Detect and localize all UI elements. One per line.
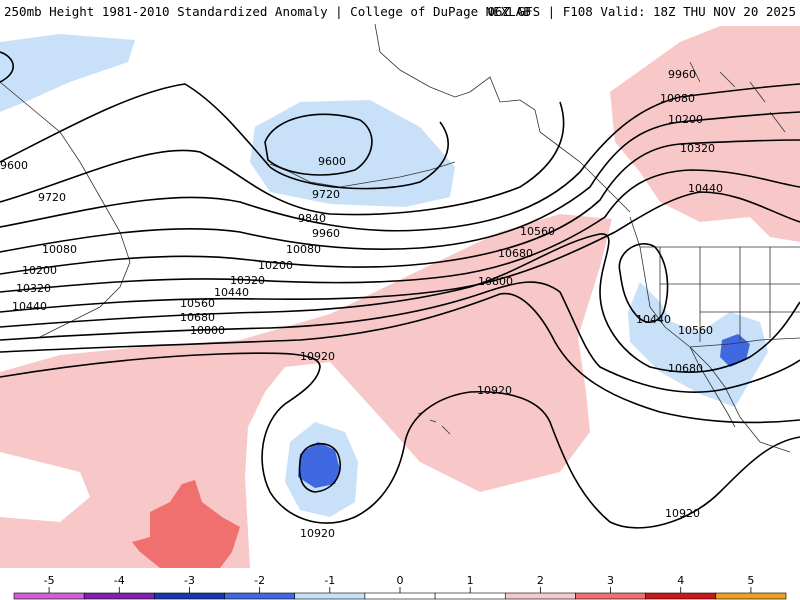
anomaly-shading <box>0 26 800 568</box>
legend-swatch <box>504 592 576 600</box>
legend-swatch <box>645 592 717 600</box>
contour-label: 10920 <box>300 527 335 540</box>
contour-label: 10920 <box>477 384 512 397</box>
map-title: 250mb Height 1981-2010 Standardized Anom… <box>4 4 531 19</box>
coastlines-and-borders <box>0 23 800 453</box>
siberia-coastline <box>0 81 131 338</box>
us-mexico-border <box>689 337 800 348</box>
contour-label: 10200 <box>22 264 57 277</box>
legend-tick-label: 4 <box>677 574 684 587</box>
legend-color-bar <box>13 592 787 600</box>
contour-10680 <box>0 281 800 393</box>
contour-9840 <box>0 101 565 216</box>
run-info: 06Z GFS | F108 Valid: 18Z THU NOV 20 202… <box>487 4 796 19</box>
legend-tick-label: 2 <box>537 574 544 587</box>
contour-label: 10920 <box>665 507 700 520</box>
legend-tick-label: 0 <box>397 574 404 587</box>
positive-anomaly-nw-america <box>610 26 800 242</box>
contour-label: 10800 <box>478 275 513 288</box>
contour-label: 10080 <box>42 243 77 256</box>
legend-tick-label: 5 <box>747 574 754 587</box>
contour-label: 9960 <box>668 68 696 81</box>
legend-tick-label: -1 <box>324 574 335 587</box>
contour-label: 10560 <box>678 324 713 337</box>
baja-peninsula <box>689 346 736 428</box>
legend-swatch <box>83 592 155 600</box>
contour-9600-center <box>264 113 373 176</box>
legend-tick-label: 1 <box>467 574 474 587</box>
contour-10080 <box>0 111 800 253</box>
contour-label: 9600 <box>318 155 346 168</box>
legend-tick-label: -5 <box>44 574 55 587</box>
contour-9960 <box>0 83 800 232</box>
contour-label: 9600 <box>0 159 28 172</box>
legend-swatch <box>224 592 296 600</box>
contour-labels: 9960 10080 10200 10320 10440 9600 9720 1… <box>0 68 723 540</box>
positive-anomaly-hawaii-gap <box>0 452 90 522</box>
aleutian-chain <box>269 161 456 188</box>
contour-10320 <box>0 169 800 293</box>
contour-label: 10320 <box>230 274 265 287</box>
negative-anomaly-aleutian-low <box>250 100 455 207</box>
contour-10920-inner-low <box>298 442 341 493</box>
state-lines <box>659 247 800 342</box>
canada-arctic-islands <box>689 61 786 133</box>
contour-label: 10560 <box>180 297 215 310</box>
legend-tick-label: -3 <box>184 574 195 587</box>
legend-tick-label: -4 <box>114 574 125 587</box>
contour-10560 <box>0 233 800 373</box>
contour-label: 10680 <box>180 311 215 324</box>
title-bar: 250mb Height 1981-2010 Standardized Anom… <box>0 0 800 22</box>
height-contours <box>0 51 800 529</box>
contour-label: 10080 <box>660 92 695 105</box>
alaska-coastline <box>374 23 631 213</box>
contour-label: 9720 <box>38 191 66 204</box>
contour-label: 9720 <box>312 188 340 201</box>
strong-negative-central-low <box>298 442 340 488</box>
color-scale-legend: -5 -4 -3 -2 -1 0 1 2 3 4 5 <box>13 574 787 600</box>
legend-swatch <box>434 592 506 600</box>
legend-swatch <box>13 592 85 600</box>
contour-label: 10320 <box>16 282 51 295</box>
positive-mod-anomaly-south <box>132 480 240 568</box>
negative-anomaly-nw-corner <box>0 34 135 112</box>
anomaly-map: 9960 10080 10200 10320 10440 9600 9720 1… <box>0 22 800 568</box>
contour-10800 <box>0 292 800 424</box>
contour-label: 10800 <box>190 324 225 337</box>
contour-10200 <box>0 139 800 275</box>
contour-9720 <box>0 83 449 190</box>
legend-swatch <box>294 592 366 600</box>
contour-label: 10440 <box>12 300 47 313</box>
legend-swatch <box>575 592 646 600</box>
positive-anomaly-pacific <box>0 214 612 568</box>
contour-10440-sw-loop <box>618 243 669 323</box>
contour-10920-north <box>0 352 800 529</box>
legend-swatch <box>715 592 787 600</box>
legend-swatch <box>364 592 436 600</box>
contour-label: 10200 <box>668 113 703 126</box>
contour-label: 10560 <box>520 225 555 238</box>
contour-label: 10680 <box>668 362 703 375</box>
contour-label: 10320 <box>680 142 715 155</box>
contour-label: 9960 <box>312 227 340 240</box>
contour-label: 10440 <box>688 182 723 195</box>
contour-label: 9840 <box>298 212 326 225</box>
legend-swatch <box>154 592 225 600</box>
contour-9600-west <box>0 51 14 83</box>
contour-label: 10440 <box>636 313 671 326</box>
legend-tick-label: -2 <box>254 574 265 587</box>
contour-label: 10200 <box>258 259 293 272</box>
legend-tick-label: 3 <box>607 574 614 587</box>
legend-tick-labels: -5 -4 -3 -2 -1 0 1 2 3 4 5 <box>44 574 754 593</box>
contour-label: 10440 <box>214 286 249 299</box>
contour-label: 10080 <box>286 243 321 256</box>
contour-label: 10920 <box>300 350 335 363</box>
contour-label: 10680 <box>498 247 533 260</box>
